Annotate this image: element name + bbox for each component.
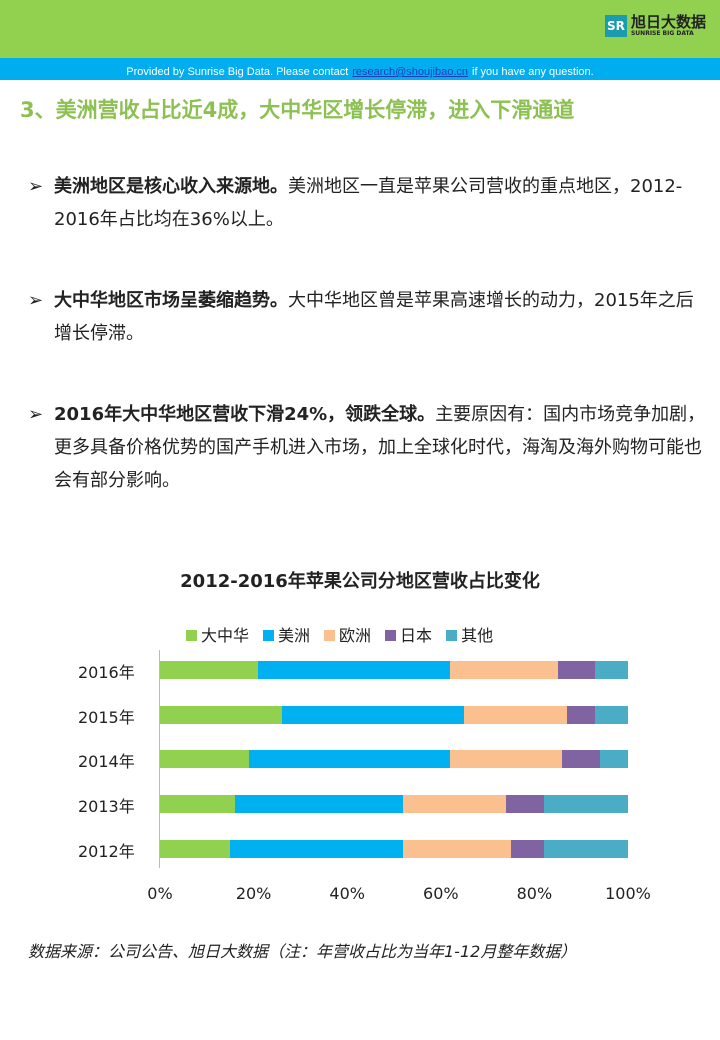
bar-segment bbox=[160, 750, 249, 768]
bar-segment bbox=[557, 661, 596, 679]
legend-item: 日本 bbox=[385, 622, 432, 646]
bar-segment bbox=[567, 706, 596, 724]
x-tick-label: 20% bbox=[235, 884, 272, 903]
logo-icon: SR bbox=[604, 15, 627, 37]
bullet-text: 美洲地区一直是苹果公司营收的重点地区，2012-2016年占比均在36%以上。 bbox=[54, 176, 683, 230]
legend-label: 欧洲 bbox=[339, 626, 372, 645]
bullet-heading: 大中华地区市场呈萎缩趋势。 bbox=[54, 290, 288, 311]
x-tick-label: 0% bbox=[147, 884, 173, 903]
notice-text: Provided by Sunrise Big Data. Please con… bbox=[126, 66, 349, 78]
bar-segment bbox=[595, 661, 628, 679]
x-tick-label: 60% bbox=[423, 884, 459, 903]
bar-segment bbox=[258, 661, 451, 679]
bar-segment bbox=[230, 840, 404, 858]
legend-swatch bbox=[324, 630, 336, 641]
section-title: 3、美洲营收占比近4成，大中华区增长停滞，进入下滑通道 bbox=[20, 98, 575, 122]
legend-item: 其他 bbox=[446, 622, 493, 646]
bar-segment bbox=[160, 661, 259, 679]
x-tick-label: 100% bbox=[605, 884, 651, 903]
y-tick-label: 2015年 bbox=[78, 708, 135, 727]
legend-item: 欧洲 bbox=[324, 622, 371, 646]
bar-segment bbox=[464, 706, 568, 724]
bar-segment bbox=[248, 750, 451, 768]
bar-segment bbox=[234, 795, 404, 813]
bullet-text: 大中华地区曾是苹果高速增长的动力，2015年之后增长停滞。 bbox=[54, 290, 694, 344]
notice-text-end: if you have any question. bbox=[472, 66, 594, 78]
legend-label: 大中华 bbox=[201, 626, 250, 645]
legend-swatch bbox=[186, 630, 197, 641]
legend-swatch bbox=[385, 630, 397, 641]
bar-segment bbox=[543, 840, 628, 858]
bar-segment bbox=[543, 795, 628, 813]
logo-text: 旭日大数据 bbox=[630, 13, 706, 31]
x-tick-label: 80% bbox=[516, 884, 553, 903]
legend-swatch bbox=[446, 630, 458, 641]
header-bar: SR 旭日大数据 SUNRISE BIG DATA bbox=[0, 0, 720, 58]
bar-segment bbox=[595, 706, 628, 724]
legend-label: 其他 bbox=[461, 626, 494, 645]
bullet-item: ➢ 2016年大中华地区营收下滑24%，领跌全球。主要原因有：国内市场竞争加剧，更… bbox=[28, 398, 708, 497]
email-link[interactable]: research@shoujibao.cn bbox=[352, 66, 468, 78]
bullet-heading: 2016年大中华地区营收下滑24%，领跌全球。 bbox=[54, 404, 436, 425]
bar-segment bbox=[450, 661, 558, 679]
contact-banner: Provided by Sunrise Big Data. Please con… bbox=[0, 58, 720, 80]
x-tick-label: 40% bbox=[329, 884, 365, 903]
y-tick-label: 2016年 bbox=[78, 663, 135, 682]
bar-segment bbox=[599, 750, 628, 768]
bar-segment bbox=[450, 750, 563, 768]
bullet-item: ➢ 美洲地区是核心收入来源地。美洲地区一直是苹果公司营收的重点地区，2012-20… bbox=[28, 170, 708, 236]
y-tick-label: 2014年 bbox=[78, 752, 135, 771]
bar-segment bbox=[403, 795, 507, 813]
legend-item: 大中华 bbox=[186, 622, 249, 646]
y-axis bbox=[159, 650, 160, 868]
bar-segment bbox=[160, 795, 235, 813]
chart-title: 2012-2016年苹果公司分地区营收占比变化 bbox=[180, 571, 540, 592]
bullet-item: ➢ 大中华地区市场呈萎缩趋势。大中华地区曾是苹果高速增长的动力，2015年之后增长… bbox=[28, 284, 708, 350]
legend-label: 日本 bbox=[400, 626, 433, 645]
bullet-heading: 美洲地区是核心收入来源地。 bbox=[54, 176, 288, 197]
bar-segment bbox=[506, 795, 544, 813]
legend-item: 美洲 bbox=[263, 622, 310, 646]
bar-segment bbox=[281, 706, 465, 724]
logo-subtext: SUNRISE BIG DATA bbox=[630, 30, 694, 37]
bullet-text: 主要原因有：国内市场竞争加剧，更多具备价格优势的国产手机进入市场，加上全球化时代… bbox=[54, 404, 706, 491]
bar-segment bbox=[160, 840, 231, 858]
legend-label: 美洲 bbox=[278, 626, 311, 645]
source-note: 数据来源：公司公告、旭日大数据（注：年营收占比为当年1-12月整年数据） bbox=[28, 942, 577, 961]
bar-segment bbox=[562, 750, 600, 768]
legend-swatch bbox=[263, 630, 275, 641]
arrow-icon: ➢ bbox=[28, 176, 44, 197]
arrow-icon: ➢ bbox=[28, 404, 44, 425]
bar-segment bbox=[403, 840, 511, 858]
bar-segment bbox=[160, 706, 282, 724]
y-tick-label: 2012年 bbox=[78, 842, 135, 861]
y-tick-label: 2013年 bbox=[78, 797, 135, 816]
logo: SR 旭日大数据 SUNRISE BIG DATA bbox=[604, 13, 706, 37]
chart-legend: 大中华 美洲 欧洲 日本 其他 bbox=[186, 622, 493, 646]
bar-segment bbox=[511, 840, 544, 858]
arrow-icon: ➢ bbox=[28, 290, 44, 311]
